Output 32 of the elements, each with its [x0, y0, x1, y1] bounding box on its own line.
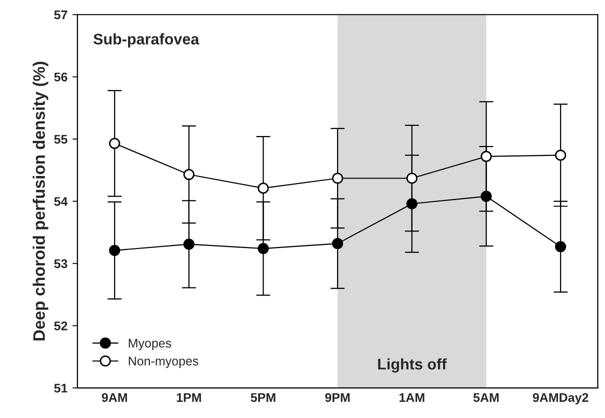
point — [332, 172, 344, 184]
point — [555, 241, 566, 252]
x-tick-label: 9PM — [325, 393, 350, 402]
y-tick-label: 56 — [54, 72, 68, 82]
y-tick-label: 51 — [54, 384, 68, 393]
point — [183, 168, 194, 180]
y-tick-label: 54 — [54, 197, 68, 206]
point — [109, 138, 120, 149]
legend-label: Non-myopes — [128, 356, 198, 368]
point — [406, 198, 418, 210]
point — [555, 150, 566, 161]
y-tick-label: 55 — [54, 134, 68, 144]
x-tick-label: 9AMDay2 — [532, 393, 588, 404]
x-tick-label: 1AM — [400, 393, 424, 402]
point — [480, 150, 492, 162]
point — [258, 182, 269, 194]
y-tick-label: 53 — [54, 259, 68, 268]
x-tick-label: 9AM — [102, 393, 127, 402]
x-tick-label: 5PM — [250, 393, 276, 402]
point — [332, 238, 344, 250]
y-tick-label: 52 — [54, 321, 68, 330]
x-tick-label: 1PM — [176, 393, 201, 402]
legend-label: Myopes — [128, 338, 172, 350]
band-label: Lights off — [378, 358, 447, 373]
y-axis-title: Deep choroid perfusion density (%) — [32, 62, 48, 340]
point — [258, 242, 269, 254]
point — [183, 238, 194, 250]
point — [109, 244, 120, 256]
x-tick-label: 5AM — [473, 393, 499, 402]
text: Sub-parafovea — [93, 33, 200, 48]
y-tick-label: 57 — [54, 10, 68, 20]
point — [406, 172, 418, 184]
